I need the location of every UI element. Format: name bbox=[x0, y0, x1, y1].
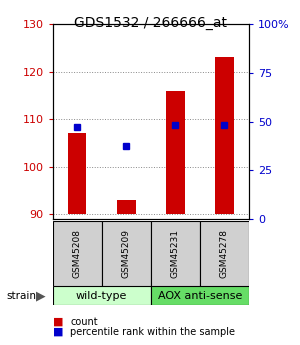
Text: percentile rank within the sample: percentile rank within the sample bbox=[70, 327, 236, 337]
Bar bbox=[166, 91, 184, 214]
Text: strain: strain bbox=[6, 291, 36, 301]
Text: wild-type: wild-type bbox=[76, 291, 127, 301]
Text: GSM45278: GSM45278 bbox=[220, 229, 229, 278]
Bar bbox=[151, 221, 200, 286]
Text: ■: ■ bbox=[52, 327, 63, 337]
Bar bbox=[117, 200, 136, 214]
Text: ▶: ▶ bbox=[36, 289, 45, 302]
Bar bbox=[52, 286, 151, 305]
Bar bbox=[151, 286, 249, 305]
Bar bbox=[68, 134, 86, 214]
Bar bbox=[200, 221, 249, 286]
Bar bbox=[102, 221, 151, 286]
Text: count: count bbox=[70, 317, 98, 326]
Bar bbox=[215, 57, 234, 214]
Text: ■: ■ bbox=[52, 317, 63, 326]
Bar bbox=[52, 221, 102, 286]
Text: GDS1532 / 266666_at: GDS1532 / 266666_at bbox=[74, 16, 226, 30]
Text: GSM45209: GSM45209 bbox=[122, 229, 131, 278]
Text: GSM45208: GSM45208 bbox=[73, 229, 82, 278]
Text: GSM45231: GSM45231 bbox=[171, 229, 180, 278]
Text: AOX anti-sense: AOX anti-sense bbox=[158, 291, 242, 301]
